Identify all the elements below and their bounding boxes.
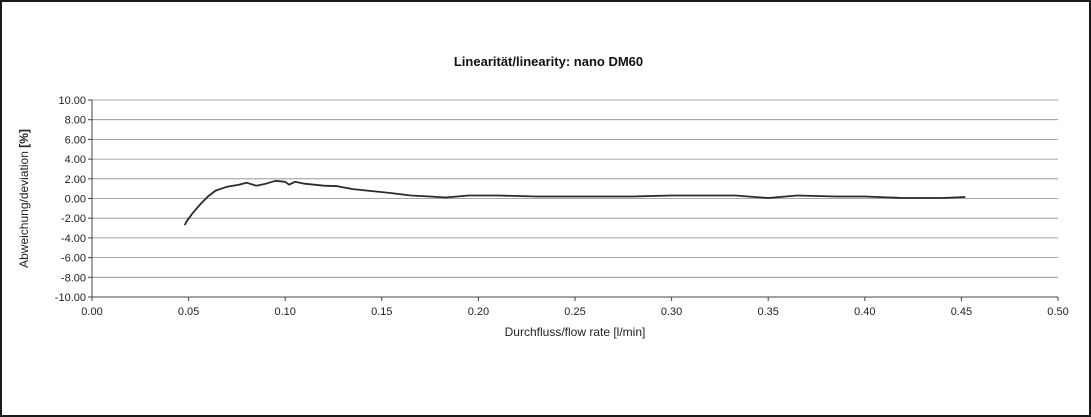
y-tick-label: 6.00 [65,134,86,146]
y-tick-label: 0.00 [65,194,86,206]
line-chart: 10.00 8.00 6.00 4.00 2.00 0.00 -2.00 -4.00 -6.00… [17,95,1069,339]
x-tick-label: 0.15 [371,306,392,318]
chart-area: Linearität/linearity: nano DM60 10.00 8.0… [8,2,1089,415]
y-axis-title: Abweichung/deviation [%] [17,129,31,268]
y-tick-label: -8.00 [61,272,86,284]
x-tick-label: 0.50 [1047,306,1068,318]
x-tick-label: 0.20 [468,306,489,318]
x-tick-label: 0.00 [81,306,102,318]
y-tick-label: 8.00 [65,115,86,127]
chart-title: Linearität/linearity: nano DM60 [453,54,644,69]
x-tick-label: 0.10 [274,306,295,318]
y-axis-title-unit: [%] [17,129,31,148]
x-tick-label: 0.45 [951,306,972,318]
y-tick-label: -6.00 [61,253,86,265]
y-tick-label: -2.00 [61,213,86,225]
x-tick-label: 0.25 [564,306,585,318]
y-tick-label: 4.00 [65,154,86,166]
y-tick-label: -4.00 [61,233,86,245]
y-tick-label: -10.00 [55,292,86,304]
x-tick-label: 0.05 [178,306,199,318]
x-tick-label: 0.40 [854,306,875,318]
x-tick-label: 0.35 [757,306,778,318]
y-tick-label: 2.00 [65,174,86,186]
series-line-0 [183,179,966,226]
y-axis-title-text: Abweichung/deviation [17,148,31,268]
x-axis-title: Durchfluss/flow rate [l/min] [505,325,646,339]
y-tick-label: 10.00 [58,95,86,107]
x-tick-label: 0.30 [661,306,682,318]
